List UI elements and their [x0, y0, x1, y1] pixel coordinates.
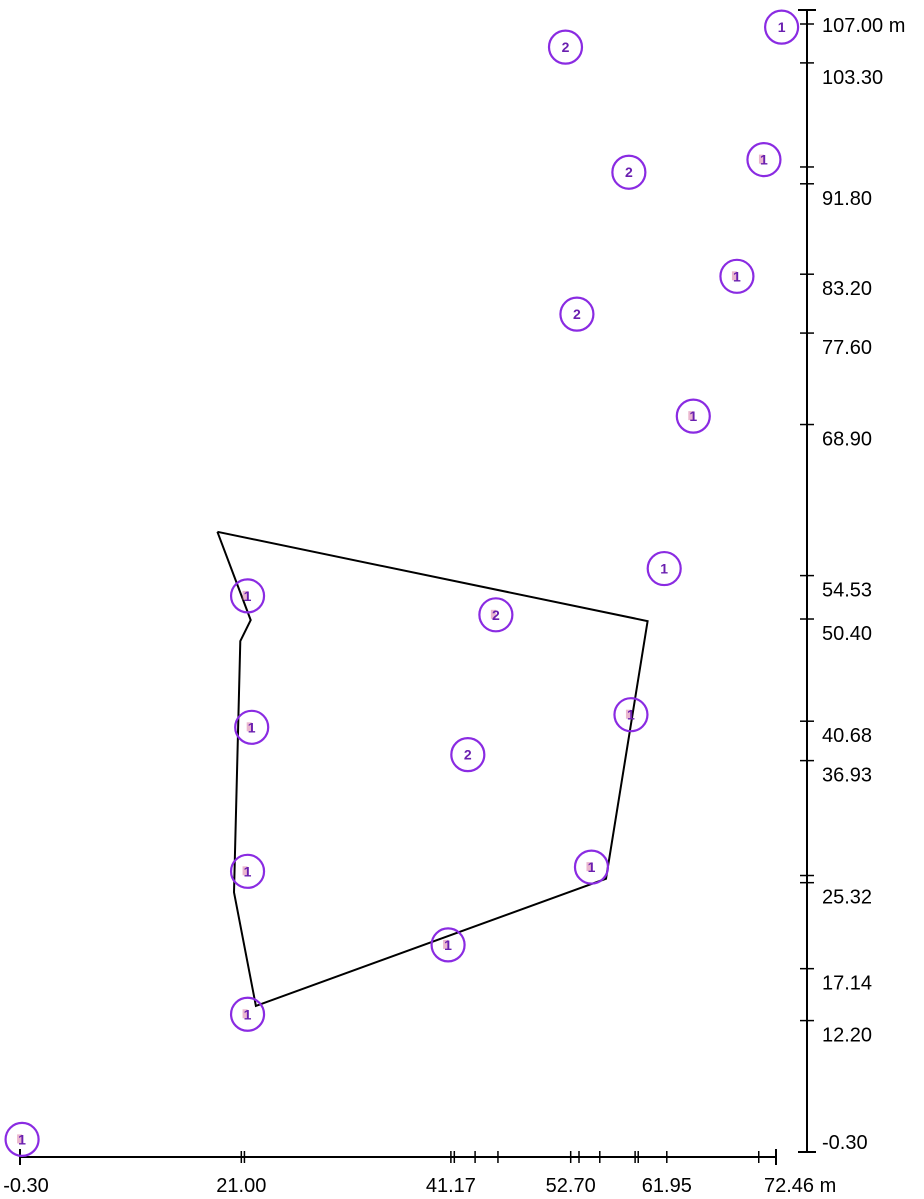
marker-label: 1: [627, 707, 635, 723]
marker-circle: [430, 927, 466, 963]
x-tick-label: 21.00: [216, 1175, 266, 1197]
marker-point: 2: [478, 597, 514, 633]
marker-shade: [731, 271, 737, 281]
marker-circle: [234, 709, 270, 745]
marker-shade: [490, 609, 496, 619]
y-tick-label: 25.32: [822, 887, 872, 909]
y-tick-label: 91.80: [822, 188, 872, 210]
x-tick-label: 61.95: [642, 1175, 692, 1197]
marker-circle: [675, 398, 711, 434]
marker-circle: [547, 29, 584, 65]
marker-circle: [450, 737, 486, 773]
marker-shade: [242, 1009, 248, 1019]
marker-label: 1: [244, 588, 252, 604]
marker-circle: [4, 1121, 40, 1157]
marker-circle: [613, 697, 649, 733]
marker-point: 2: [547, 29, 584, 65]
marker-label: 2: [562, 39, 570, 55]
marker-circle: [229, 853, 266, 889]
marker-shade: [586, 862, 592, 872]
x-tick-label: 72.46 m: [764, 1175, 836, 1197]
marker-shade: [758, 154, 764, 164]
marker-label: 1: [444, 937, 452, 953]
marker-point: 1: [573, 849, 610, 885]
marker-label: 1: [733, 268, 741, 284]
marker-label: 1: [760, 152, 768, 168]
marker-point: 1: [229, 853, 266, 889]
marker-point: 1: [746, 142, 782, 178]
marker-label: 1: [660, 561, 668, 577]
marker-circle: [478, 597, 514, 633]
marker-circle: [573, 849, 610, 885]
x-tick-label: -0.30: [3, 1175, 49, 1197]
marker-label: 2: [625, 164, 633, 180]
marker-label: 2: [573, 306, 581, 322]
marker-shade: [688, 411, 694, 421]
x-axis: -0.30 21.00 41.17 52.70 61.95 72.46 m: [3, 1149, 836, 1197]
y-tick-label: 103.30: [822, 67, 883, 89]
marker-shade: [242, 866, 248, 876]
marker-shade: [246, 722, 252, 732]
marker-label: 2: [464, 747, 472, 763]
marker-point: 1: [719, 258, 755, 294]
marker-shade: [17, 1134, 23, 1144]
marker-point: 1: [4, 1121, 40, 1157]
marker-shade: [625, 709, 631, 719]
y-tick-label: 83.20: [822, 278, 872, 300]
marker-circle: [764, 9, 800, 45]
y-tick-label: 50.40: [822, 623, 872, 645]
marker-label: 1: [248, 719, 256, 735]
marker-shade: [443, 939, 449, 949]
marker-label: 1: [588, 859, 596, 875]
marker-circle: [646, 550, 682, 587]
y-tick-label: -0.30: [822, 1132, 868, 1154]
boundary-polygon: [216, 530, 649, 1008]
marker-circle: [719, 258, 755, 294]
marker-point: 2: [611, 154, 647, 190]
marker-point: 1: [764, 9, 800, 45]
marker-point: 2: [450, 737, 486, 773]
marker-label: 2: [492, 607, 500, 623]
y-tick-label: 36.93: [822, 765, 872, 787]
y-tick-label: 40.68: [822, 725, 872, 747]
marker-label: 1: [244, 1006, 252, 1022]
marker-label: 1: [778, 19, 786, 35]
marker-circle: [229, 996, 266, 1032]
marker-point: 1: [613, 697, 649, 733]
marker-label: 1: [18, 1131, 26, 1147]
marker-label: 1: [244, 863, 252, 879]
marker-point: 2: [559, 296, 595, 332]
x-tick-label: 41.17: [426, 1175, 476, 1197]
marker-circle: [229, 578, 266, 614]
marker-point: 1: [646, 550, 682, 587]
y-tick-label: 54.53: [822, 580, 872, 602]
y-tick-label: 12.20: [822, 1025, 872, 1047]
marker-circle: [611, 154, 647, 190]
marker-point: 1: [234, 709, 270, 745]
markers-layer: 1 1 2 1 2 1 2 1 1 1 2 1 1 2 1 1 1 1: [4, 9, 800, 1157]
y-tick-label: 77.60: [822, 337, 872, 359]
marker-shade: [242, 590, 248, 600]
y-tick-label: 17.14: [822, 973, 872, 995]
marker-circle: [746, 142, 782, 178]
marker-label: 1: [689, 408, 697, 424]
y-axis: 107.00 m 103.30 91.80 83.20 77.60 68.90 54.53 5…: [798, 9, 905, 1154]
marker-point: 1: [229, 578, 266, 614]
marker-circle: [559, 296, 595, 332]
marker-point: 1: [675, 398, 711, 434]
y-tick-label: 68.90: [822, 429, 872, 451]
marker-point: 1: [229, 996, 266, 1032]
boundary-polygon-layer: [216, 530, 649, 1008]
marker-point: 1: [430, 927, 466, 963]
y-tick-label: 107.00 m: [822, 15, 905, 37]
x-tick-label: 52.70: [546, 1175, 596, 1197]
